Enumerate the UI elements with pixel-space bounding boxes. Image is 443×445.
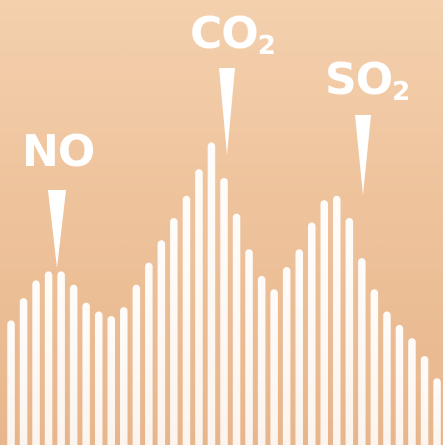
emission-bar <box>232 213 241 445</box>
emission-bar <box>320 200 328 445</box>
emission-bar <box>132 284 141 445</box>
emission-bar <box>270 289 278 445</box>
emission-bar <box>207 142 216 445</box>
emission-bar <box>95 311 103 445</box>
co2-label-text: CO <box>190 8 259 59</box>
emission-bar <box>257 275 266 445</box>
emission-bar <box>120 307 128 445</box>
emission-bar <box>157 240 166 445</box>
co2-pointer-icon <box>219 68 235 155</box>
so2-label-text: SO <box>325 54 393 105</box>
no-pointer-icon <box>48 190 66 268</box>
emission-bar <box>245 249 253 445</box>
co2-subscript: 2 <box>257 31 276 61</box>
emission-bar <box>69 284 78 445</box>
emission-bar <box>145 262 153 445</box>
emission-bar <box>220 178 228 445</box>
emission-bar <box>345 218 354 445</box>
emission-bar <box>57 271 65 445</box>
so2-subscript: 2 <box>392 77 411 107</box>
emission-bar <box>195 169 203 445</box>
emission-bar <box>395 324 404 445</box>
co2-label: CO2 <box>190 12 276 60</box>
emission-bar <box>295 249 303 445</box>
so2-label: SO2 <box>325 58 410 106</box>
emission-bar <box>333 195 341 445</box>
so2-pointer-icon <box>355 115 371 195</box>
emission-bar <box>282 267 291 445</box>
emission-bar <box>7 320 15 445</box>
emission-bar <box>408 338 416 445</box>
emission-bar <box>170 218 178 445</box>
emission-bar <box>370 289 379 445</box>
emission-bar <box>420 356 429 445</box>
emission-bar <box>433 378 441 445</box>
emission-bar <box>358 258 366 445</box>
no-label: NO <box>22 130 95 174</box>
no-label-text: NO <box>22 126 95 177</box>
emission-bar <box>182 195 191 445</box>
emission-bar <box>44 271 53 445</box>
emission-bar <box>107 316 115 445</box>
emission-bar <box>383 311 391 445</box>
emission-bar <box>32 280 40 445</box>
emission-bar <box>82 302 90 445</box>
emission-bar <box>19 298 28 445</box>
emission-bar <box>308 222 316 445</box>
